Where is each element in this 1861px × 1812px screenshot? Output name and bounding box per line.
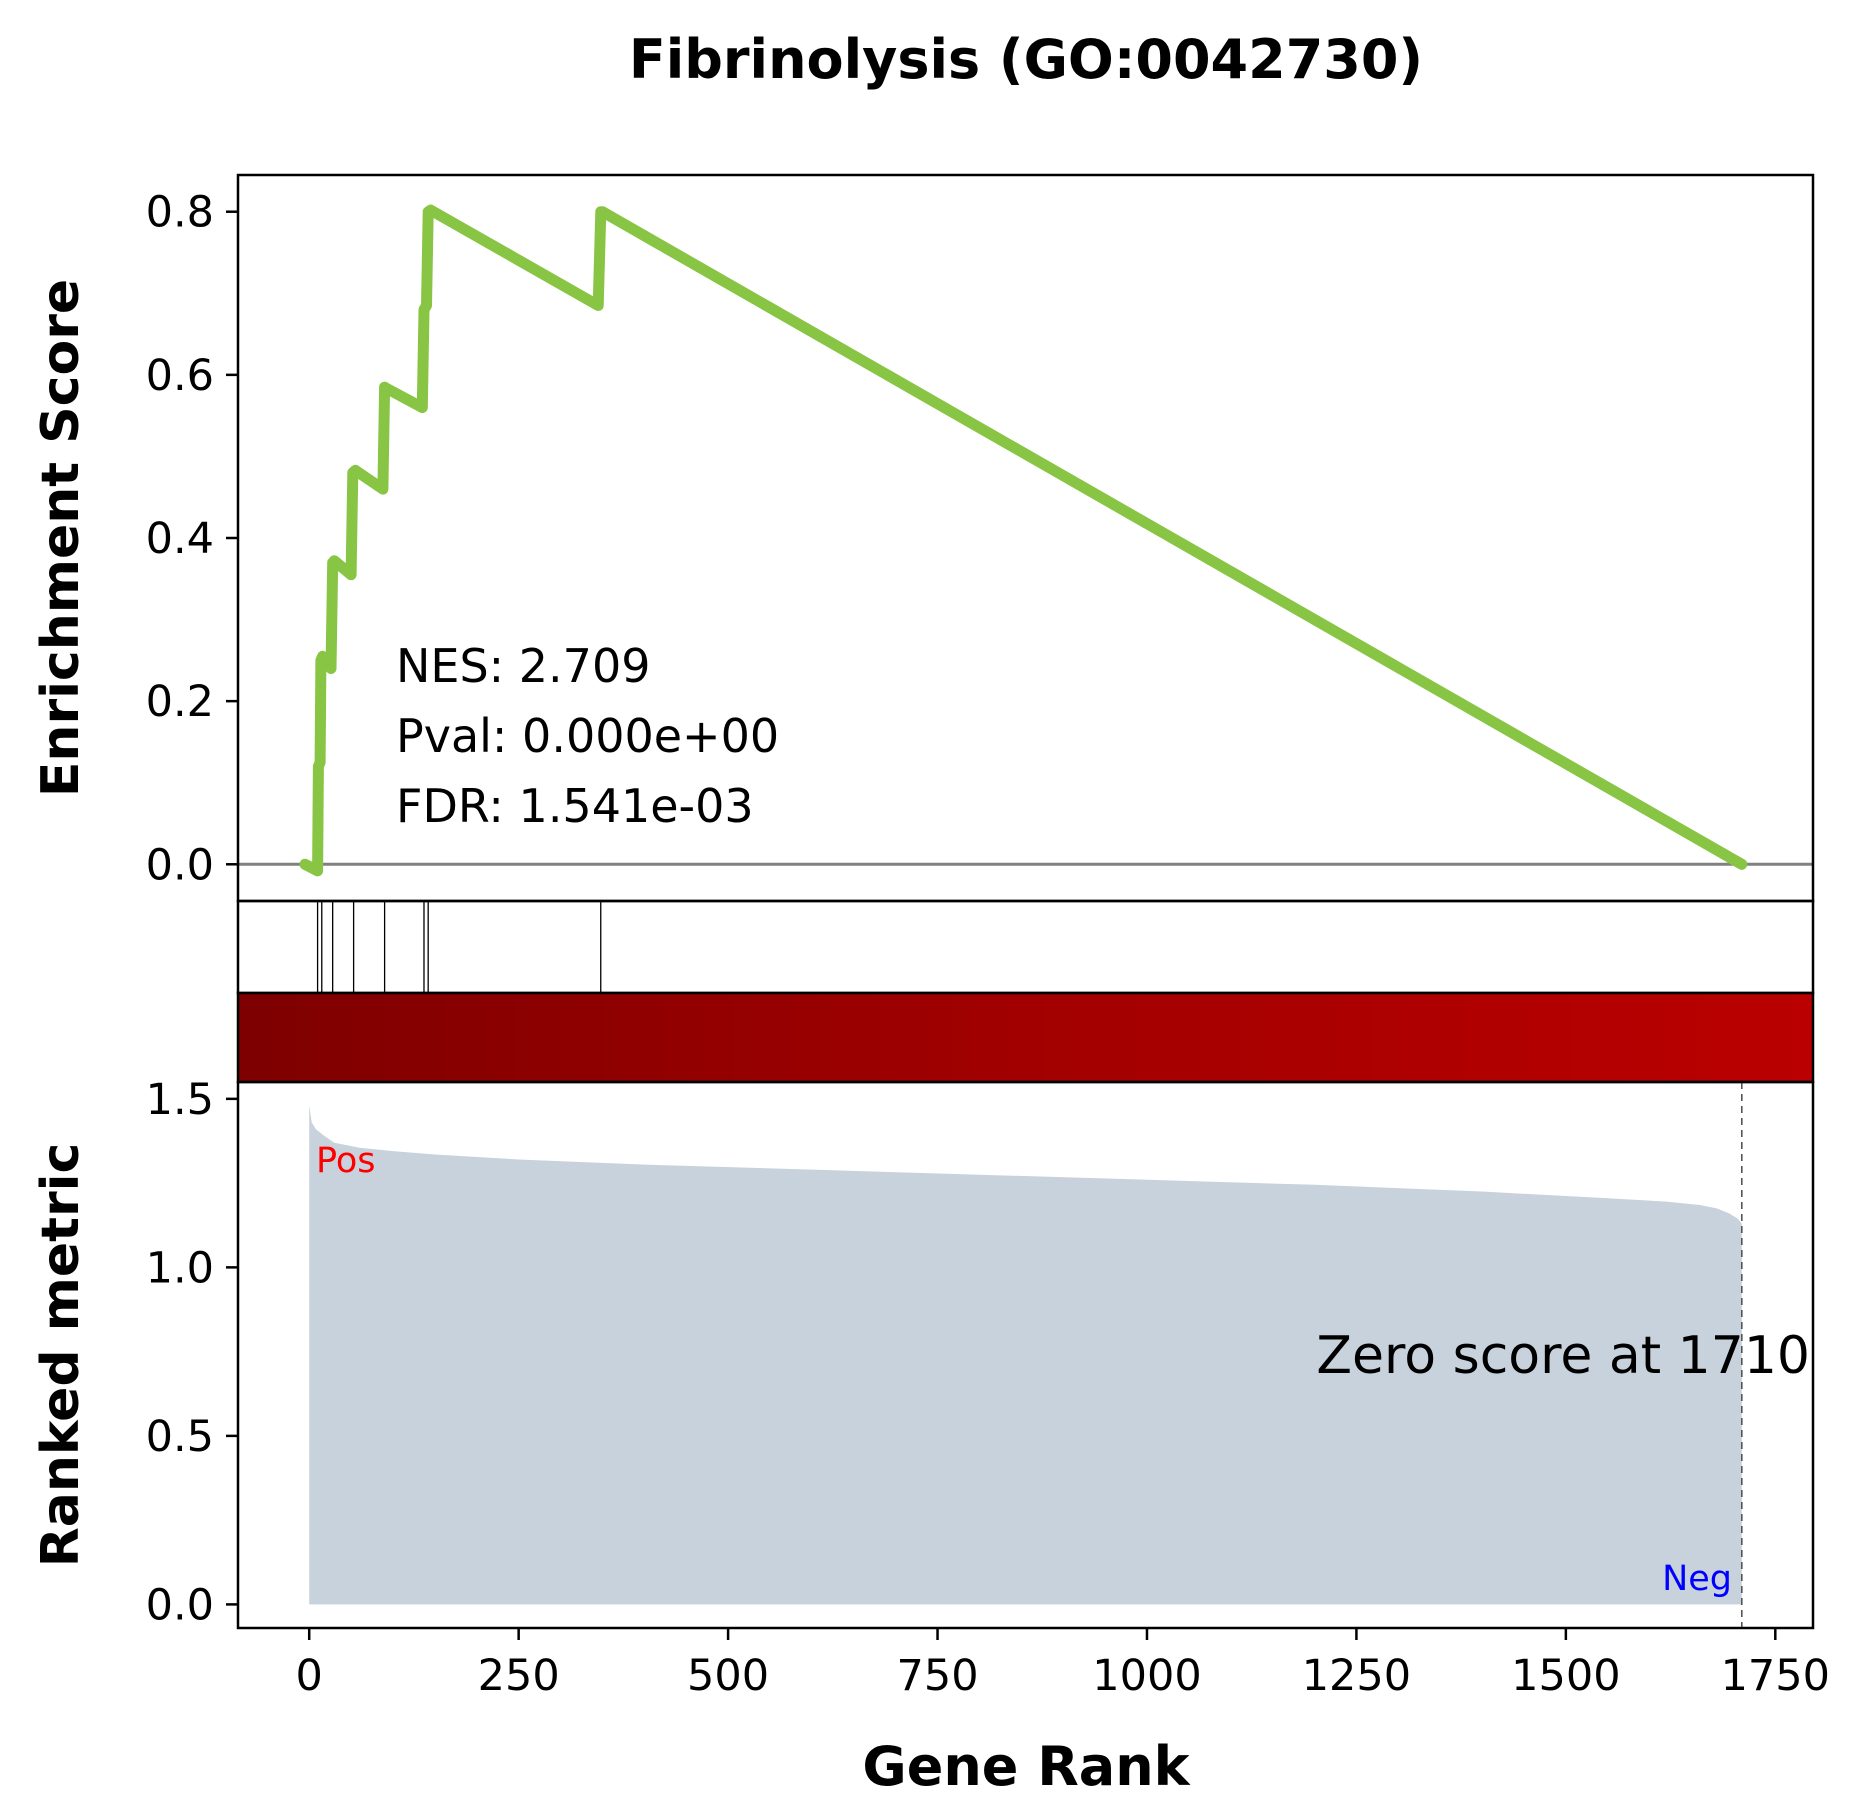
pos-label: Pos	[316, 1141, 376, 1181]
enrichment-y-tick-label: 0.6	[146, 351, 214, 401]
chart-title: Fibrinolysis (GO:0042730)	[629, 28, 1423, 91]
ranked-metric-frame	[236, 1080, 1815, 1630]
x-axis-label: Gene Rank	[862, 1735, 1190, 1798]
enrichment-panel: 0.0 0.2 0.4 0.6 0.8 NES: 2.709 Pval: 0.000e+…	[31, 173, 1815, 903]
ranked-metric-panel: Zero score at 1710 Pos Neg 0.00.51.01.5 …	[31, 1075, 1815, 1630]
x-axis-ticks: 0 250 500 750 1000 1250 1500 1750	[296, 1628, 1830, 1701]
ranked-metric-area	[309, 1105, 1742, 1605]
hits-panel	[236, 899, 1815, 995]
hit-markers	[316, 901, 602, 993]
enrichment-y-ticks: 0.0 0.2 0.4 0.6 0.8	[146, 188, 238, 890]
neg-label: Neg	[1662, 1559, 1732, 1599]
enrichment-y-tick-label: 0.8	[146, 188, 214, 238]
x-tick-label: 1000	[1092, 1651, 1201, 1701]
x-tick-label: 1750	[1721, 1651, 1830, 1701]
rank-heatbar	[236, 991, 1815, 1084]
enrichment-y-tick-label: 0.4	[146, 514, 214, 564]
enrichment-y-tick-label: 0.0	[146, 840, 214, 890]
ranked-y-tick-label: 0.0	[146, 1580, 214, 1630]
enrichment-score-line	[299, 204, 1748, 877]
pval-label: Pval: 0.000e+00	[396, 709, 779, 763]
zero-score-label: Zero score at 1710	[1316, 1326, 1810, 1386]
ranked-metric-y-label: Ranked metric	[31, 1143, 91, 1568]
x-tick-label: 0	[296, 1651, 323, 1701]
enrichment-y-tick-label: 0.2	[146, 677, 214, 727]
ranked-y-tick-label: 0.5	[146, 1412, 214, 1462]
hits-frame	[236, 899, 1815, 995]
nes-label: NES: 2.709	[396, 639, 650, 693]
ranked-y-tick-label: 1.5	[146, 1075, 214, 1125]
enrichment-y-label: Enrichment Score	[31, 279, 91, 797]
x-tick-label: 1250	[1302, 1651, 1411, 1701]
x-tick-label: 500	[687, 1651, 769, 1701]
x-tick-label: 1500	[1511, 1651, 1620, 1701]
ranked-y-ticks: 0.0 0.5 1.0 1.5	[146, 1075, 238, 1630]
fdr-label: FDR: 1.541e-03	[396, 779, 754, 833]
x-tick-label: 250	[478, 1651, 560, 1701]
ranked-y-tick-label: 1.0	[146, 1243, 214, 1293]
x-tick-label: 750	[896, 1651, 978, 1701]
